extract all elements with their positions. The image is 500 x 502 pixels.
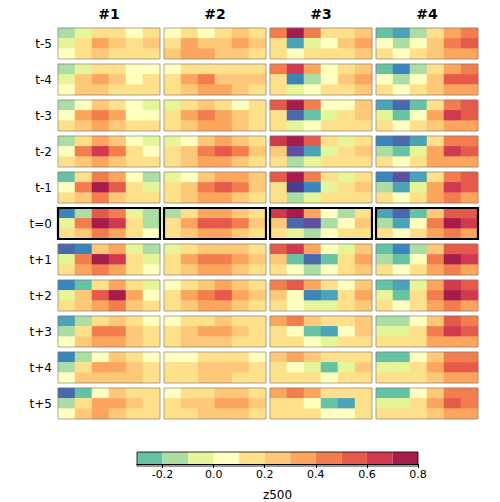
svg-text:0.8: 0.8 xyxy=(409,468,427,481)
svg-text:t+4: t+4 xyxy=(30,361,52,375)
svg-text:0.6: 0.6 xyxy=(358,468,376,481)
svg-text:t+1: t+1 xyxy=(30,253,52,267)
svg-text:#3: #3 xyxy=(310,6,331,22)
svg-text:-0.2: -0.2 xyxy=(152,468,173,481)
svg-text:t=0: t=0 xyxy=(30,217,52,231)
svg-text:0.0: 0.0 xyxy=(205,468,223,481)
svg-text:t-5: t-5 xyxy=(35,37,52,51)
svg-text:t+2: t+2 xyxy=(30,289,52,303)
svg-text:#1: #1 xyxy=(98,6,119,22)
svg-text:t+5: t+5 xyxy=(30,397,52,411)
svg-text:t-4: t-4 xyxy=(35,73,52,87)
svg-text:0.2: 0.2 xyxy=(256,468,274,481)
svg-text:t-3: t-3 xyxy=(35,109,52,123)
svg-text:t-2: t-2 xyxy=(35,145,52,159)
svg-text:t-1: t-1 xyxy=(35,181,52,195)
svg-text:z500: z500 xyxy=(263,488,292,502)
svg-text:0.4: 0.4 xyxy=(307,468,325,481)
svg-text:#2: #2 xyxy=(204,6,225,22)
svg-text:t+3: t+3 xyxy=(30,325,52,339)
svg-text:#4: #4 xyxy=(416,6,438,22)
